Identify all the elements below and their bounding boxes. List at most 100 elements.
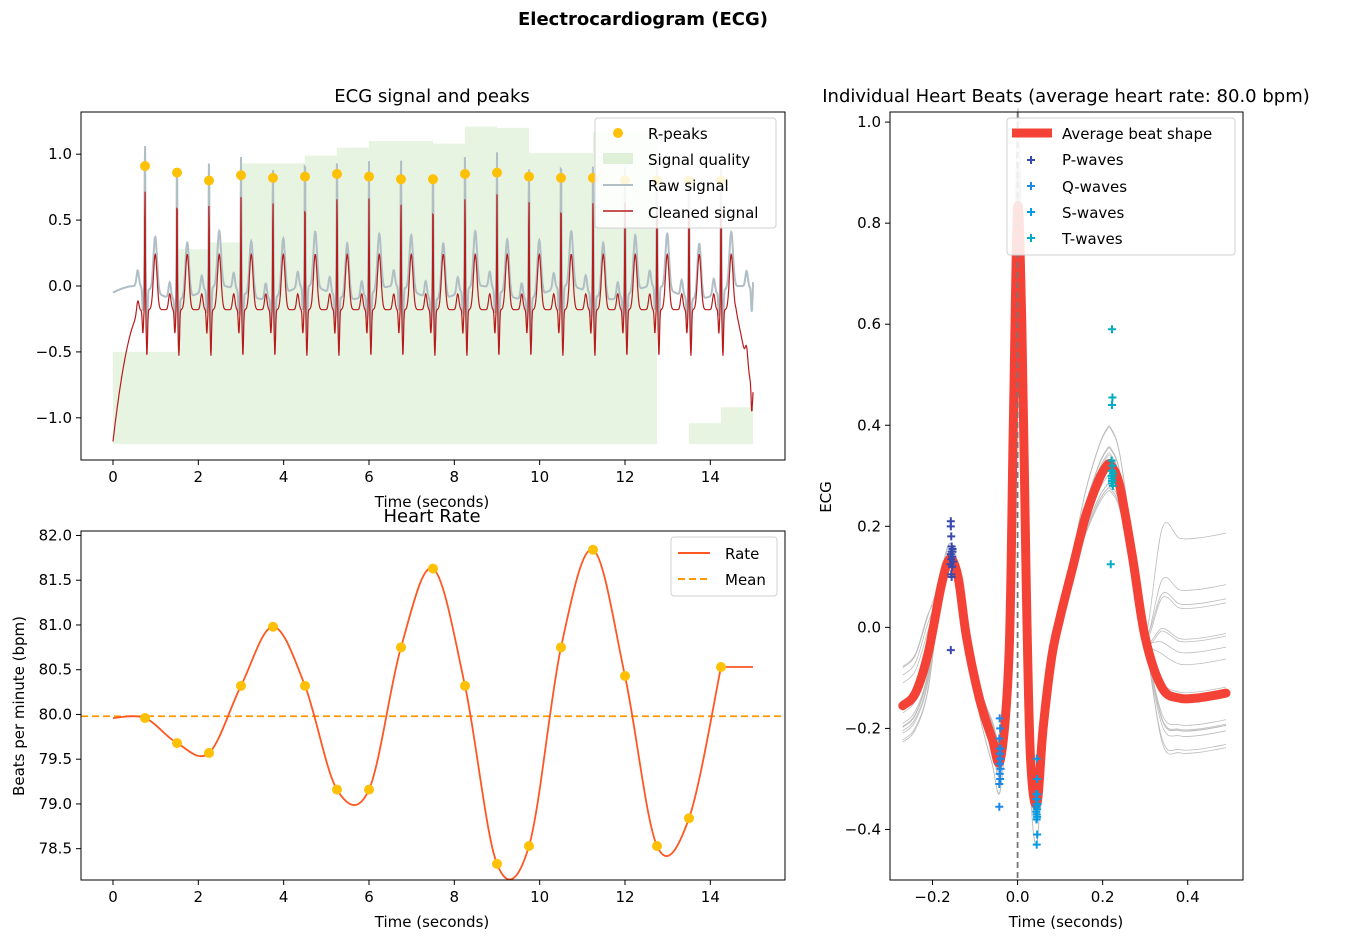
rate-point (396, 642, 406, 653)
legend-cleaned-label: Cleaned signal (648, 204, 758, 222)
legend-rate-label: Rate (725, 545, 759, 563)
cleaned-signal-line (112, 191, 754, 442)
hr-xtick-label: 12 (615, 888, 634, 906)
hr-legend: Rate Mean (670, 536, 778, 597)
q-wave-marker (995, 714, 1004, 723)
legend-raw-label: Raw signal (648, 177, 729, 195)
legend-mean-label: Mean (725, 571, 766, 589)
p-wave-marker (947, 572, 956, 581)
hr-frame (80, 530, 786, 881)
p-wave-marker (948, 547, 957, 556)
r-peak-point (428, 174, 438, 185)
t-wave-marker (1108, 325, 1117, 334)
ecg-ytick-label: −0.5 (36, 343, 72, 361)
ecg-ytick-label: 1.0 (48, 145, 72, 163)
s-wave-marker (1032, 800, 1041, 809)
ecg-xtick-label: 14 (701, 468, 720, 486)
s-wave-marker (1033, 790, 1042, 799)
figure-suptitle: Electrocardiogram (ECG) (518, 9, 768, 30)
ecg-xtick-label: 12 (615, 468, 634, 486)
ecg-xtick-label: 4 (279, 468, 289, 486)
hr-xlabel: Time (seconds) (374, 913, 490, 931)
individual-beat-line (902, 210, 1227, 804)
legend-pwave-marker (1027, 156, 1035, 164)
p-wave-marker (946, 646, 955, 655)
hr-ytick-label: 78.5 (39, 840, 72, 858)
r-peak-point (492, 167, 502, 178)
legend-pwave-label: P-waves (1062, 151, 1124, 169)
beats-panel-title: Individual Heart Beats (average heart ra… (822, 86, 1310, 107)
r-peak-point (556, 172, 566, 183)
hr-xtick-label: 8 (450, 888, 460, 906)
beats-legend: Average beat shape P-waves Q-waves S-waves T… (1006, 117, 1236, 256)
heart-beats-panel: Individual Heart Beats (average heart ra… (817, 86, 1310, 931)
rate-point (364, 784, 374, 795)
hr-xtick-label: 2 (194, 888, 204, 906)
hr-ytick-label: 79.0 (39, 795, 72, 813)
individual-beat-line (902, 235, 1227, 793)
rate-point (588, 544, 598, 555)
r-peak-point (460, 168, 470, 179)
q-wave-marker (996, 724, 1005, 733)
hr-xtick-label: 0 (108, 888, 118, 906)
hr-xtick-label: 6 (364, 888, 374, 906)
hr-ytick-label: 81.5 (39, 571, 72, 589)
legend-twave-marker (1027, 234, 1035, 242)
ecg-xtick-label: 0 (108, 468, 118, 486)
beats-ytick-label: 1.0 (857, 113, 881, 131)
q-wave-marker (995, 744, 1004, 753)
rate-point (172, 738, 182, 749)
rate-point (140, 713, 150, 724)
rate-point (524, 840, 534, 851)
legend-rpeaks-label: R-peaks (648, 125, 708, 143)
r-peak-point (524, 171, 534, 182)
r-peak-point (300, 171, 310, 182)
heart-rate-panel: Heart Rate 0 2 4 6 8 10 12 14 78.5 79.0 79.5 80.0 80… (10, 506, 786, 931)
rate-point (716, 662, 726, 673)
rate-point (204, 747, 214, 758)
r-peak-point (172, 167, 182, 178)
legend-qwave-marker (1027, 182, 1035, 190)
ecg-signal-panel: ECG signal and peaks 0 2 4 6 8 10 12 14 −1.0 −0.5… (36, 86, 786, 511)
beats-xtick-label: 0.4 (1176, 888, 1200, 906)
r-peak-point (332, 168, 342, 179)
beats-ytick-label: −0.2 (845, 719, 881, 737)
legend-quality-swatch (603, 153, 633, 164)
rate-point (236, 680, 246, 691)
p-wave-marker (947, 532, 956, 541)
s-wave-marker (1033, 774, 1042, 783)
s-wave-marker (1032, 754, 1041, 763)
r-peak-point (364, 171, 374, 182)
beats-ytick-label: −0.4 (845, 820, 881, 838)
legend-average-label: Average beat shape (1062, 125, 1212, 143)
q-wave-marker (995, 734, 1004, 743)
rate-point (684, 813, 694, 824)
s-wave-marker (1033, 830, 1042, 839)
beats-xtick-label: 0.0 (1006, 888, 1030, 906)
hr-xtick-label: 4 (279, 888, 289, 906)
ecg-series-layer (112, 126, 754, 445)
legend-frame (1006, 117, 1236, 256)
beats-series-layer (898, 108, 1231, 880)
ecg-axes-layer: 0 2 4 6 8 10 12 14 −1.0 −0.5 0.0 0.5 1.0 (36, 111, 786, 486)
individual-beat-line (902, 183, 1227, 815)
rate-point (620, 670, 630, 681)
t-wave-marker (1108, 393, 1117, 402)
rate-point (332, 784, 342, 795)
hr-panel-title: Heart Rate (383, 506, 480, 527)
rate-point (428, 563, 438, 574)
beats-xtick-label: 0.2 (1091, 888, 1115, 906)
ecg-xtick-label: 10 (530, 468, 549, 486)
hr-ylabel: Beats per minute (bpm) (10, 616, 28, 796)
p-wave-marker (948, 562, 957, 571)
rate-point (460, 680, 470, 691)
legend-swave-marker (1027, 208, 1035, 216)
beats-ytick-label: 0.6 (857, 315, 881, 333)
individual-beat-line (902, 205, 1227, 806)
rate-point (300, 680, 310, 691)
ecg-ytick-label: 0.5 (48, 211, 72, 229)
individual-beat-line (902, 162, 1227, 824)
legend-qwave-label: Q-waves (1062, 178, 1127, 196)
legend-quality-label: Signal quality (648, 151, 750, 169)
rate-point (652, 840, 662, 851)
